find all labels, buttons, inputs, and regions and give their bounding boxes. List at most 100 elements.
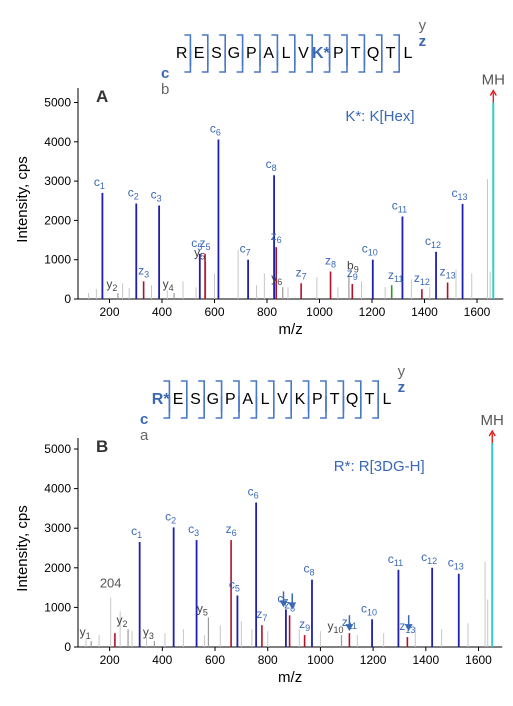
modification-annotation: R*: R[3DG-H] [334,458,425,475]
sequence-residue: L [261,391,270,408]
y-tick-label: 2000 [44,213,71,227]
z-ion-label: z3 [138,263,149,279]
panel-label: B [96,437,108,456]
c-bracket [250,396,258,419]
z-ion-label: z13 [440,264,456,280]
z-ion-label: z12 [414,271,430,287]
y-series-label: y [419,17,427,34]
x-tick-label: 400 [152,653,172,667]
y-ion-label: y2 [106,277,117,293]
precursor-arrowhead [489,89,497,96]
label-arrowhead [279,600,288,608]
x-tick-label: 200 [99,305,119,319]
c-bracket [323,50,331,73]
sequence-residue: E [194,45,205,62]
c-ion-label: c5 [229,578,240,594]
y-tick-label: 1000 [44,600,71,614]
sequence-residue: A [242,391,253,408]
c-ion-label: c12 [421,550,437,566]
c-bracket [288,50,296,73]
c-ion-label: c6 [210,121,221,137]
precursor-label: MH [481,412,504,429]
c-bracket [198,396,205,419]
c-ion-label: c10 [362,242,378,258]
x-tick-label: 1200 [359,305,386,319]
c-bracket [302,396,310,419]
y-ion-label: y3 [143,625,154,641]
y-ion-label: y6 [271,271,282,287]
spectrum-panel-B: 200 400 600 800 1000 1200 1400 1600 0 1000 2000 300… [14,363,504,686]
sequence-residue: S [190,391,201,408]
c-bracket [375,50,383,73]
sequence-residue: P [312,391,323,408]
c-ion-label: c13 [448,556,464,572]
x-tick-label: 400 [152,305,172,319]
c-ion-label: c8 [266,157,277,173]
x-axis-label: m/z [279,321,303,338]
z-ion-label: z8 [325,253,336,269]
sequence-residue: K [295,391,306,408]
y-tick-label: 1000 [44,253,71,267]
sequence-residue: P [225,391,236,408]
sequence-residue: Q [346,391,358,408]
spectrum-panel-A: 200 400 600 800 1000 1200 1400 1600 0 1000 2000 300… [14,17,505,338]
z-ion-label: z7 [256,607,267,623]
sequence-residue: T [330,391,340,408]
sequence-residue: P [246,45,257,62]
y-ion-label: y2 [117,613,128,629]
z-ion-label: z9 [299,617,310,633]
c-ion-label: c6 [248,484,259,500]
z-ion-label: z9 [347,266,358,282]
c-bracket [372,396,379,419]
y-tick-label: 5000 [44,96,71,110]
x-tick-label: 600 [205,653,225,667]
c-bracket [341,50,348,73]
c-ion-label: c3 [151,187,162,203]
x-tick-label: 1400 [412,653,439,667]
c-ion-label: c12 [425,234,441,250]
sequence-residue: T [351,45,361,62]
precursor-label: MH [482,72,505,89]
z-ion-label: z13 [399,619,415,635]
x-tick-label: 200 [100,653,120,667]
sequence-residue: P [333,45,344,62]
c-bracket [233,396,240,419]
sequence-residue: Q [367,45,379,62]
y-tick-label: 0 [64,640,71,654]
sequence-residue: L [403,45,412,62]
y-tick-label: 5000 [44,442,71,456]
x-tick-label: 1600 [465,653,492,667]
c-bracket [393,50,400,73]
x-tick-label: 1200 [360,653,387,667]
c-bracket [354,396,362,419]
sequence-residue: R [176,45,188,62]
c-ion-label: c1 [131,524,142,540]
y-ion-label: y1 [80,625,91,641]
y-tick-label: 2000 [44,561,71,575]
x-tick-label: 800 [257,305,277,319]
green-ion-label: z11 [388,268,403,284]
y-tick-label: 4000 [44,482,71,496]
sequence-residue: T [386,45,396,62]
z-series-label: z [419,33,427,50]
label-arrowhead [345,624,354,632]
c-bracket [219,50,226,73]
sequence-residue: S [211,45,222,62]
c-bracket [337,396,345,419]
b-series-label: b [161,81,169,98]
y-tick-label: 3000 [44,521,71,535]
c-ion-label: c2 [128,186,139,202]
labeled-peak: 204 [100,576,122,591]
sequence-residue: L [282,45,291,62]
sequence-residue: R* [152,391,171,408]
c-series-label: c [140,411,148,428]
c-ion-label: c5 [191,236,202,252]
c-bracket [285,396,292,419]
y-tick-label: 4000 [44,135,71,149]
sequence-residue: A [263,45,274,62]
x-tick-label: 600 [204,305,224,319]
x-tick-label: 1000 [307,653,334,667]
